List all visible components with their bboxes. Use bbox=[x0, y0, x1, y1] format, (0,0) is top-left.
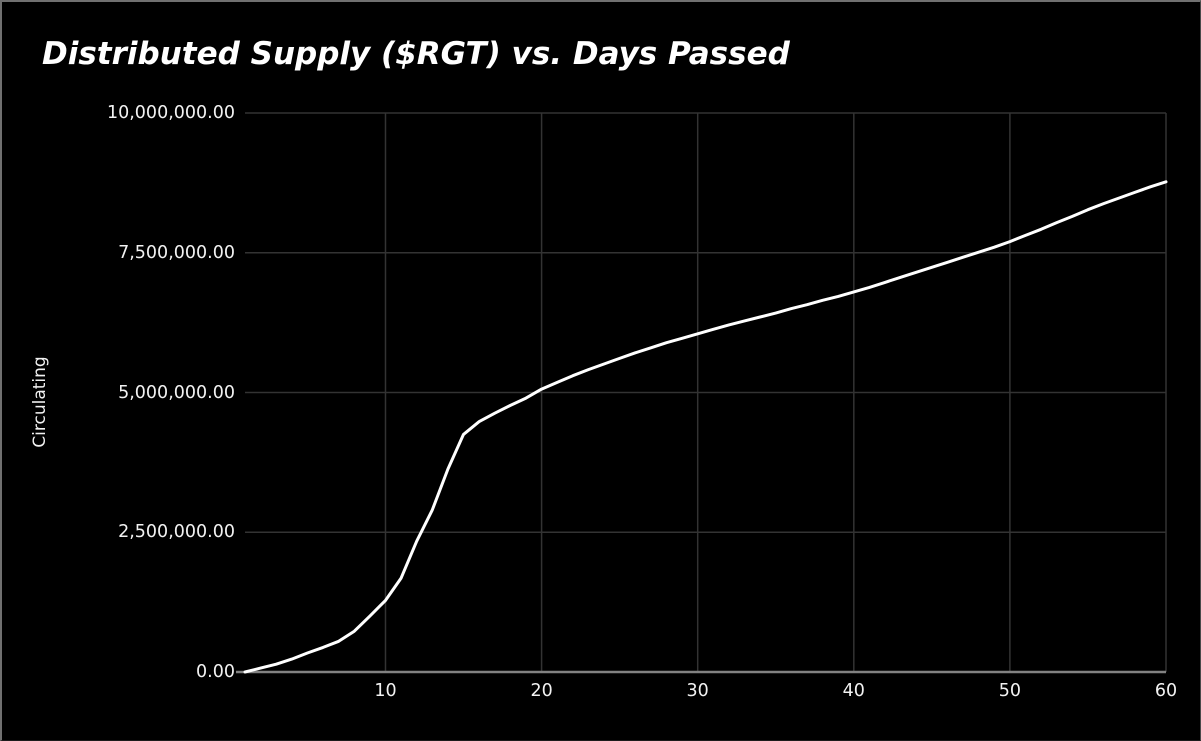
x-tick-label: 30 bbox=[686, 681, 709, 701]
y-tick-label: 0.00 bbox=[196, 662, 235, 682]
x-tick-label: 10 bbox=[374, 681, 397, 701]
y-tick-label: 2,500,000.00 bbox=[118, 522, 235, 543]
x-tick-label: 40 bbox=[842, 681, 865, 701]
y-tick-label: 5,000,000.00 bbox=[118, 382, 235, 403]
chart-title: Distributed Supply ($RGT) vs. Days Passe… bbox=[42, 36, 790, 72]
x-tick-label: 60 bbox=[1154, 681, 1178, 701]
supply-curve bbox=[243, 180, 1168, 674]
y-tick-label: 10,000,000.00 bbox=[106, 103, 235, 123]
x-tick-label: 20 bbox=[530, 681, 553, 701]
y-tick-label: 7,500,000.00 bbox=[118, 242, 235, 263]
x-tick-label: 50 bbox=[998, 681, 1022, 701]
